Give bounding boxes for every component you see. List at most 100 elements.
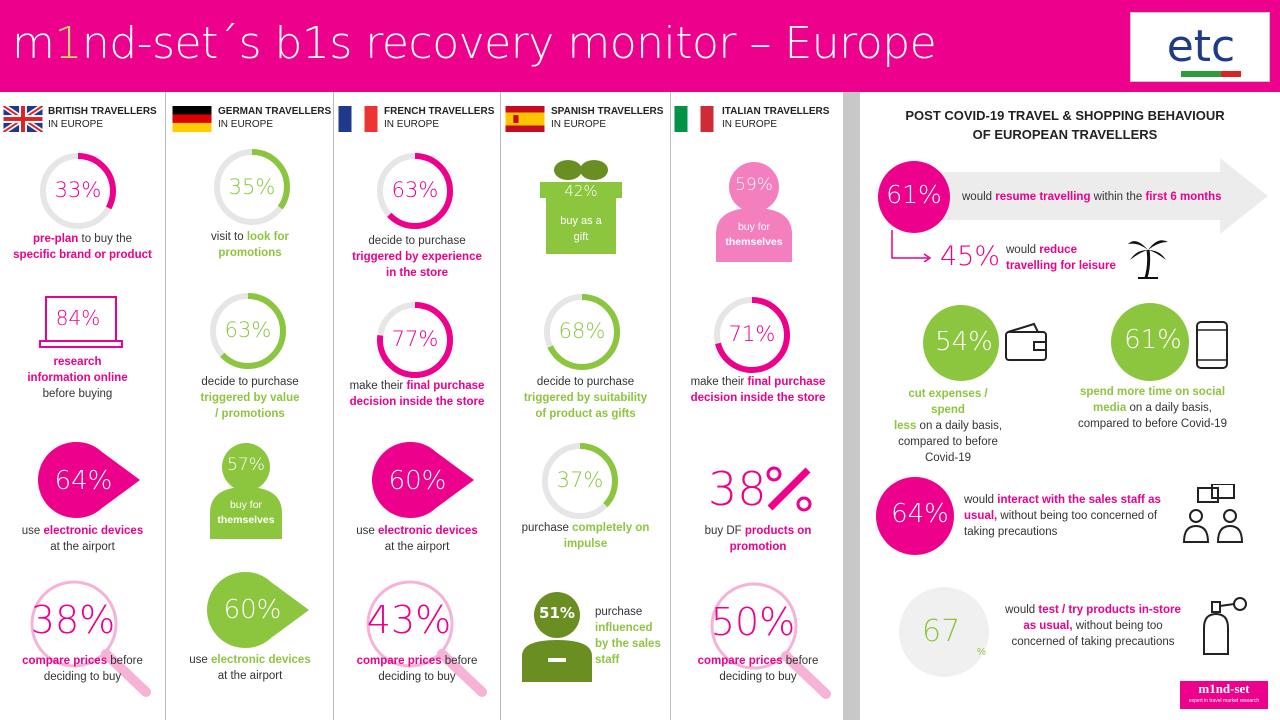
speech-bubble-shape <box>372 441 474 519</box>
progress-ring <box>214 149 290 225</box>
spain-flag-icon <box>505 106 545 132</box>
magnifier-icon <box>30 580 151 697</box>
etc-logo: etc <box>1130 12 1270 82</box>
person-icon <box>210 443 282 539</box>
column-heading-german: GERMAN TRAVELLERS IN EUROPE <box>218 106 332 130</box>
german-stat-1-text: visit to look for promotions <box>211 231 289 259</box>
connector-arrow <box>891 230 932 262</box>
british-stat-3-value: 64% <box>54 466 113 496</box>
spanish-stat-2-value: 68% <box>558 319 606 343</box>
italian-stat-3-value: 38 <box>708 462 767 516</box>
italian-stat-2-value: 71% <box>728 322 776 346</box>
stat-circle <box>899 587 989 677</box>
ring-fill <box>377 153 453 229</box>
german-stat-4-value: 60% <box>223 595 282 625</box>
column-heading-spanish: SPANISH TRAVELLERS IN EUROPE <box>551 106 664 130</box>
right-stat-f-text: would test / try products in-store as usu… <box>1005 604 1181 648</box>
wallet-icon <box>1005 322 1047 361</box>
column-heading-british: BRITISH TRAVELLERS IN EUROPE <box>48 106 157 130</box>
magnifier-icon <box>366 580 487 697</box>
column-divider <box>333 92 334 720</box>
german-stat-1-value: 35% <box>228 175 276 199</box>
french-stat-2-text: make their final purchase decision inside… <box>349 380 485 408</box>
column-heading-italian: ITALIAN TRAVELLERS IN EUROPE <box>722 106 830 130</box>
column-divider <box>670 92 671 720</box>
speech-bubble-shape <box>38 441 140 519</box>
sales-staff-icon <box>522 592 592 682</box>
spanish-stat-2-text: decide to purchase triggered by suitabili… <box>523 376 648 420</box>
british-stat-2-value: 84% <box>55 306 101 330</box>
french-stat-4-value: 43% <box>366 598 452 642</box>
speech-bubble-shape <box>207 571 309 649</box>
right-stat-d-value: 61% <box>1124 325 1182 355</box>
french-stat-4-text: compare prices before deciding to buy <box>356 655 478 683</box>
progress-ring <box>714 297 790 373</box>
french-stat-1-value: 63% <box>391 178 439 202</box>
italy-flag-icon <box>674 106 714 132</box>
german-stat-2-text: decide to purchase triggered by value / pr… <box>200 376 300 420</box>
progress-ring <box>377 302 453 378</box>
column-heading-french: FRENCH TRAVELLERS IN EUROPE <box>384 106 495 130</box>
right-stat-e-value: 64% <box>891 499 949 529</box>
right-stat-a-text: would resume travelling within the first… <box>962 191 1222 203</box>
ring-fill <box>714 297 790 373</box>
progress-ring <box>544 294 620 370</box>
british-stat-4-value: 38% <box>30 598 116 642</box>
ring-fill <box>210 293 286 369</box>
header-bar <box>0 0 1280 92</box>
column-divider <box>165 92 166 720</box>
ring-fill <box>40 153 116 229</box>
spanish-stat-4-value: 51% <box>539 604 575 622</box>
italian-stat-4-text: compare prices before deciding to buy <box>697 655 819 683</box>
conversation-icon <box>1182 484 1244 543</box>
arrow-banner-shape <box>930 158 1268 234</box>
person-icon <box>716 162 792 262</box>
right-stat-c-text: cut expenses / spend less on a daily basi… <box>893 388 1003 464</box>
magnifier-icon <box>710 582 831 699</box>
section-divider <box>843 92 860 720</box>
smartphone-icon <box>1196 321 1228 369</box>
british-stat-3-text: use electronic devices at the airport <box>21 525 144 553</box>
french-stat-3-value: 60% <box>388 466 447 496</box>
logo-text: etc <box>1167 21 1236 72</box>
spanish-stat-1-text: buy as a gift <box>560 215 602 243</box>
right-stat-c-value: 54% <box>935 327 993 357</box>
percent-tag-icon <box>766 466 812 512</box>
ring-fill <box>377 302 453 378</box>
uk-flag-icon <box>3 106 43 132</box>
progress-ring <box>40 153 116 229</box>
laptop-icon <box>39 296 123 348</box>
ring-fill <box>214 149 290 225</box>
spanish-stat-1-value: 42% <box>564 182 598 200</box>
german-stat-4-text: use electronic devices at the airport <box>189 654 311 682</box>
british-stat-1-value: 33% <box>54 178 102 202</box>
gift-icon <box>540 160 622 254</box>
ring-fill <box>542 443 618 519</box>
mindset-logo: m1nd-set expert in travel market researc… <box>1180 681 1268 709</box>
british-stat-1-text: pre-plan to buy the specific brand or pro… <box>13 233 152 261</box>
italian-stat-1-value: 59% <box>735 175 773 195</box>
progress-ring <box>377 153 453 229</box>
french-stat-1-text: decide to purchase triggered by experienc… <box>352 235 482 279</box>
italian-stat-3-text: buy DF products on promotion <box>704 525 812 553</box>
right-panel-title: POST COVID-19 TRAVEL & SHOPPING BEHAVIOU… <box>905 108 1225 142</box>
spanish-stat-3-text: purchase completely on impulse <box>521 522 650 550</box>
column-divider <box>500 92 501 720</box>
stat-circle <box>1111 303 1189 381</box>
german-stat-3-text: buy for themselves <box>217 499 275 526</box>
palm-tree-icon <box>1128 240 1168 279</box>
progress-ring <box>542 443 618 519</box>
italian-stat-4-value: 50% <box>710 600 796 644</box>
stat-circle <box>876 477 954 555</box>
british-stat-2-text: research information online before buying <box>27 356 128 400</box>
spanish-stat-3-value: 37% <box>556 468 604 492</box>
ring-fill <box>544 294 620 370</box>
page-title: m1nd-set´s b1s recovery monitor – Europe <box>12 18 937 69</box>
german-stat-3-value: 57% <box>227 455 265 475</box>
right-stat-e-text: would interact with the sales staff as us… <box>964 494 1161 538</box>
right-stat-d-text: spend more time on social media on a dail… <box>1078 386 1227 430</box>
right-stat-a-value: 61% <box>886 180 942 209</box>
italian-stat-2-text: make their final purchase decision inside… <box>690 376 826 404</box>
progress-ring <box>210 293 286 369</box>
right-stat-b-text: would reduce travelling for leisure <box>1006 244 1116 272</box>
